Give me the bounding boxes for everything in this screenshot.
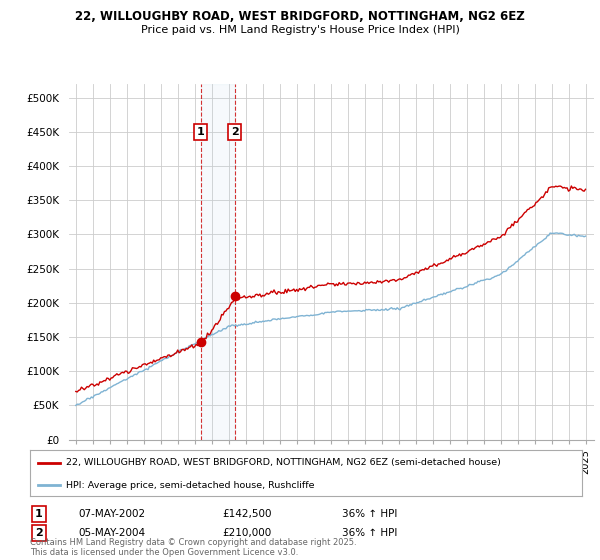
Text: £142,500: £142,500 xyxy=(222,509,271,519)
Text: £210,000: £210,000 xyxy=(222,528,271,538)
Text: Contains HM Land Registry data © Crown copyright and database right 2025.
This d: Contains HM Land Registry data © Crown c… xyxy=(30,538,356,557)
Bar xyxy=(200,84,235,440)
Text: HPI: Average price, semi-detached house, Rushcliffe: HPI: Average price, semi-detached house,… xyxy=(66,481,314,490)
Text: 2: 2 xyxy=(231,127,239,137)
Text: 1: 1 xyxy=(35,509,43,519)
Text: 36% ↑ HPI: 36% ↑ HPI xyxy=(342,509,397,519)
Text: 07-MAY-2002: 07-MAY-2002 xyxy=(78,509,145,519)
Text: 36% ↑ HPI: 36% ↑ HPI xyxy=(342,528,397,538)
Text: 05-MAY-2004: 05-MAY-2004 xyxy=(78,528,145,538)
Text: 22, WILLOUGHBY ROAD, WEST BRIDGFORD, NOTTINGHAM, NG2 6EZ: 22, WILLOUGHBY ROAD, WEST BRIDGFORD, NOT… xyxy=(75,10,525,23)
Text: 2: 2 xyxy=(35,528,43,538)
Text: Price paid vs. HM Land Registry's House Price Index (HPI): Price paid vs. HM Land Registry's House … xyxy=(140,25,460,35)
Text: 1: 1 xyxy=(197,127,205,137)
Text: 22, WILLOUGHBY ROAD, WEST BRIDGFORD, NOTTINGHAM, NG2 6EZ (semi-detached house): 22, WILLOUGHBY ROAD, WEST BRIDGFORD, NOT… xyxy=(66,458,501,467)
